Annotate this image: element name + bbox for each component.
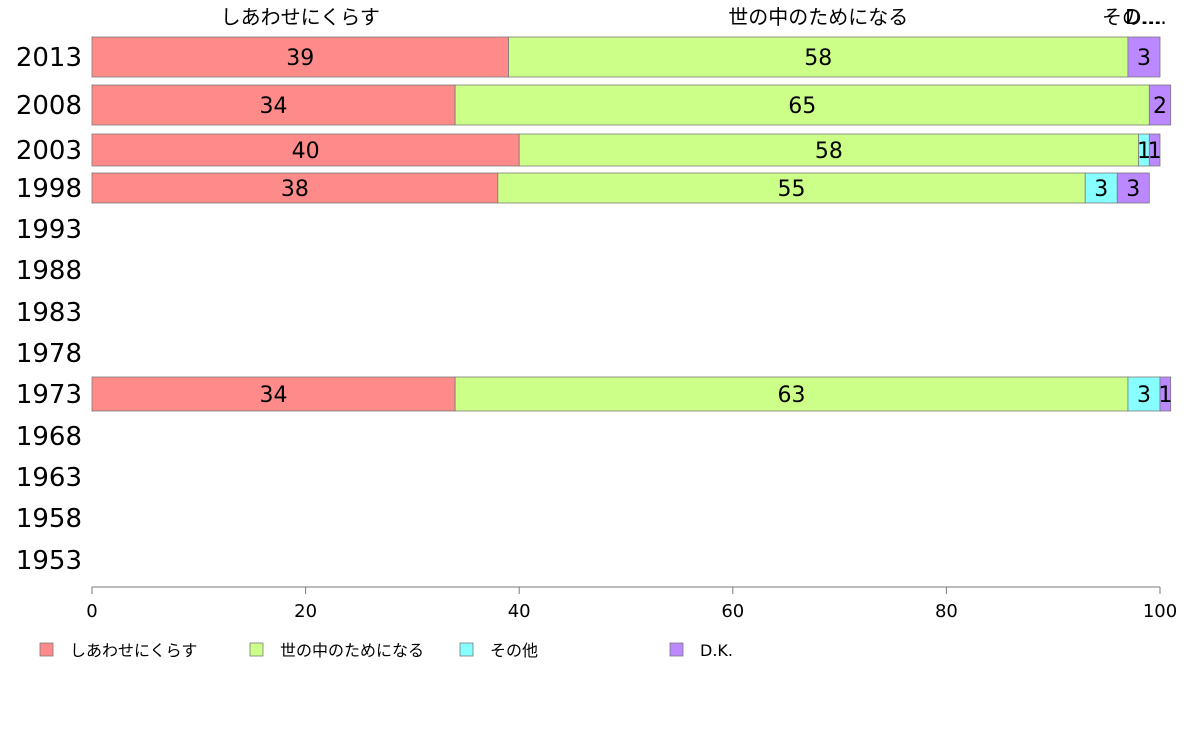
data-label: 3 [1137,383,1151,408]
top-category-label: D.… [1125,5,1167,29]
data-label: 34 [260,383,288,408]
y-tick-label: 1953 [16,546,82,576]
data-label: 1 [1137,139,1151,164]
bar-segment [1116,172,1150,204]
data-label: 1 [1148,139,1162,164]
y-tick-label: 2013 [16,43,82,73]
data-label: 3 [1094,177,1108,202]
bar-segment [1148,84,1172,126]
data-label: 39 [286,46,314,71]
y-tick-label: 1978 [16,339,82,369]
bar-segment [91,36,509,78]
legend-label: 世の中のためになる [280,641,424,660]
legend-swatch [459,642,474,657]
top-category-label: その… [1102,5,1162,29]
y-tick-label: 1968 [16,422,82,452]
y-tick-label: 1963 [16,463,82,493]
x-tick-label: 100 [1143,601,1177,622]
x-tick-label: 80 [935,601,958,622]
bars [91,36,1172,412]
legend-label: D.K. [700,641,733,660]
data-label: 34 [260,94,288,119]
bar-segment [454,84,1150,126]
bar-segment [1084,172,1118,204]
y-tick-label: 1983 [16,298,82,328]
x-axis: 0 20 40 60 80 100 [86,586,1177,622]
x-tick-label: 60 [721,601,744,622]
legend-swatch [669,642,684,657]
bar-segment [1127,376,1161,412]
y-tick-label: 1998 [16,174,82,204]
bar-segment [91,84,456,126]
data-label: 58 [815,139,843,164]
legend: しあわせにくらす 世の中のためになる その他 D.K. [39,641,733,660]
top-category-label: しあわせにくらす [221,5,380,29]
y-tick-label: 2003 [16,136,82,166]
y-axis: 2013 2008 2003 1998 1993 1988 1983 1978 1973 1968… [16,43,82,576]
legend-swatch [249,642,264,657]
y-tick-label: 1988 [16,256,82,286]
y-tick-label: 1993 [16,215,82,245]
data-label: 63 [778,383,806,408]
y-tick-label: 1958 [16,504,82,534]
bar-segment [1127,36,1161,78]
bar-segment [518,133,1140,167]
data-label: 58 [804,46,832,71]
legend-swatch [39,642,54,657]
bar-segment [508,36,1129,78]
data-label: 1 [1158,383,1172,408]
x-tick-label: 0 [86,601,97,622]
legend-label: その他 [490,641,538,660]
data-label: 55 [778,177,806,202]
y-tick-label: 2008 [16,91,82,121]
bar-segment [454,376,1129,412]
legend-label: しあわせにくらす [70,641,197,660]
bar-segment [91,133,520,167]
data-label: 65 [788,94,816,119]
bar-segment [91,376,456,412]
data-label: 2 [1153,94,1167,119]
data-label: 3 [1137,46,1151,71]
data-label: 3 [1126,177,1140,202]
y-tick-label: 1973 [16,380,82,410]
top-labels: しあわせにくらす 世の中のためになる その…D.… [221,5,1167,29]
bar-segment [1159,376,1172,412]
x-tick-label: 20 [294,601,317,622]
data-label: 38 [281,177,309,202]
bar-segment [91,172,499,204]
x-tick-label: 40 [508,601,531,622]
data-label: 40 [292,139,320,164]
bar-segment [1148,133,1161,167]
top-category-label: 世の中のためになる [728,5,908,29]
